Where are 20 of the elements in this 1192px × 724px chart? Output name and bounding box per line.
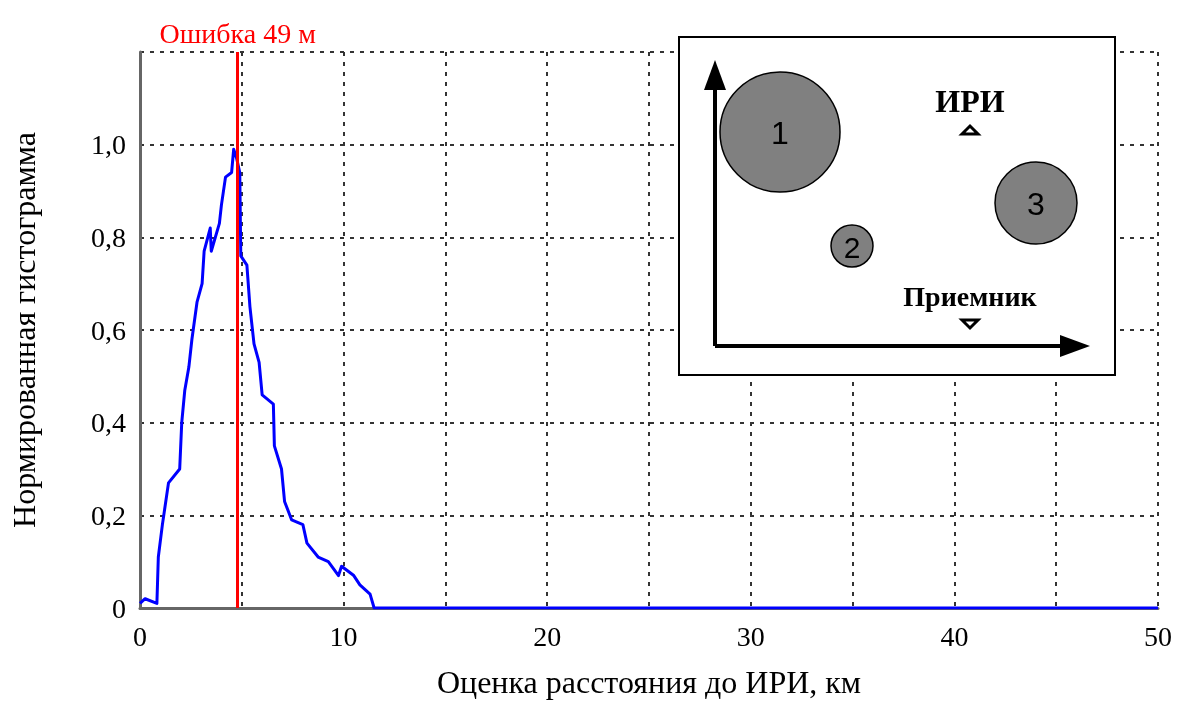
x-tick-label: 50 [1144,620,1172,652]
annotation: Приемник [903,281,1038,312]
x-tick-label: 10 [329,620,358,652]
y-tick-label: 0,2 [91,499,126,531]
x-tick-label: 0 [133,620,147,652]
y-tick-label: 0 [112,592,126,624]
x-tick-label: 40 [940,620,969,652]
annotation: 1 [771,115,789,151]
y-tick-label: 0,4 [91,407,126,439]
y-tick-label: 1,0 [91,129,126,161]
y-axis-title: Нормированная гистограмма [6,132,42,528]
x-tick-label: 30 [736,620,765,652]
annotation: 3 [1027,186,1045,222]
y-tick-label: 0,8 [91,221,126,253]
ref-line-label: Ошибка 49 м [159,17,317,49]
annotation: 2 [843,231,861,264]
x-axis-title: Оценка расстояния до ИРИ, км [436,664,862,700]
annotation: ИРИ [935,83,1005,119]
x-tick-label: 20 [533,620,562,652]
y-tick-label: 0,6 [91,314,126,346]
